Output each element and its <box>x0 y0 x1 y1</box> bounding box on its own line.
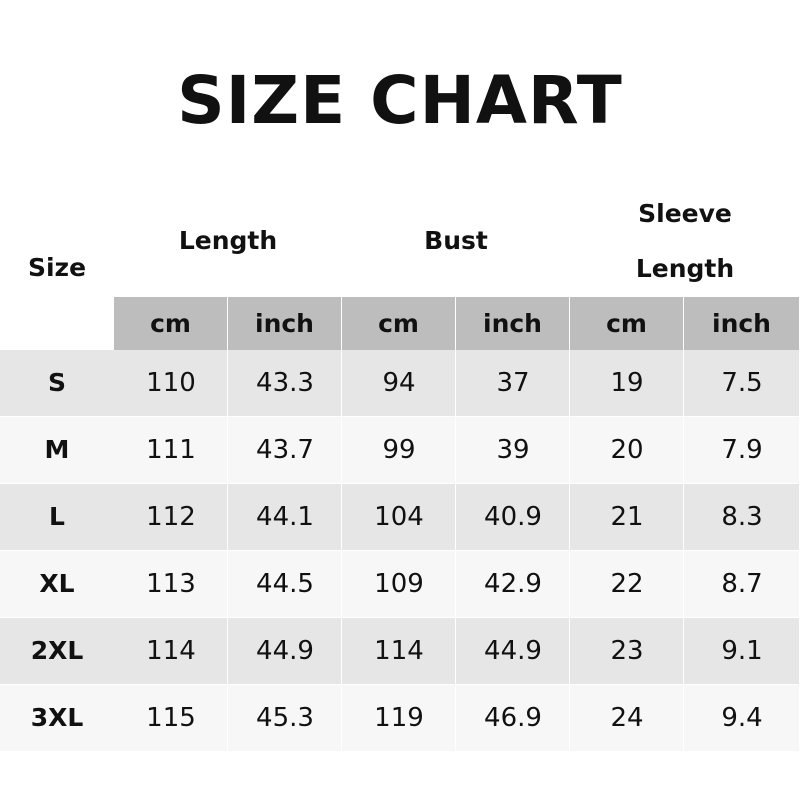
divider <box>341 551 342 617</box>
table-row: XL 113 44.5 109 42.9 22 8.7 <box>0 551 800 617</box>
divider <box>569 551 570 617</box>
table-cell: 43.3 <box>256 368 314 398</box>
table-row: 2XL 114 44.9 114 44.9 23 9.1 <box>0 618 800 684</box>
table-cell: 40.9 <box>484 502 542 532</box>
divider <box>683 618 684 684</box>
divider <box>455 350 456 416</box>
table-row: S 110 43.3 94 37 19 7.5 <box>0 350 800 416</box>
size-label: 3XL <box>30 703 84 732</box>
table-cell: 114 <box>374 636 424 666</box>
size-label: S <box>47 368 66 397</box>
divider <box>455 484 456 550</box>
size-label: L <box>49 502 65 531</box>
divider <box>455 417 456 483</box>
table-cell: 119 <box>374 703 424 733</box>
divider <box>683 484 684 550</box>
unit-header: cm <box>114 297 227 350</box>
divider <box>569 685 570 751</box>
divider <box>455 618 456 684</box>
table-cell: 44.5 <box>256 569 314 599</box>
divider <box>227 551 228 617</box>
divider <box>683 417 684 483</box>
size-label: 2XL <box>30 636 84 665</box>
divider <box>341 350 342 416</box>
size-label: M <box>44 435 70 464</box>
table-cell: 43.7 <box>256 435 314 465</box>
divider <box>341 685 342 751</box>
header-bust: Bust <box>424 226 488 255</box>
unit-header: inch <box>456 297 569 350</box>
table-cell: 8.7 <box>721 569 763 599</box>
divider <box>683 685 684 751</box>
table-cell: 44.9 <box>256 636 314 666</box>
divider <box>227 350 228 416</box>
divider <box>569 417 570 483</box>
divider <box>455 551 456 617</box>
divider <box>227 618 228 684</box>
size-label: XL <box>39 569 75 598</box>
divider <box>455 685 456 751</box>
divider <box>227 484 228 550</box>
header-sleeve-line1: Sleeve <box>638 199 732 228</box>
table-cell: 109 <box>374 569 424 599</box>
table-cell: 21 <box>610 502 644 532</box>
page-title: SIZE CHART <box>177 62 623 139</box>
table-cell: 111 <box>146 435 196 465</box>
header-length: Length <box>178 226 278 255</box>
divider <box>341 417 342 483</box>
table-cell: 7.5 <box>721 368 763 398</box>
table-cell: 94 <box>382 368 416 398</box>
table-cell: 23 <box>610 636 644 666</box>
table-cell: 8.3 <box>721 502 763 532</box>
unit-header: inch <box>684 297 799 350</box>
table-cell: 37 <box>496 368 530 398</box>
table-cell: 44.9 <box>484 636 542 666</box>
table-cell: 113 <box>146 569 196 599</box>
table-cell: 42.9 <box>484 569 542 599</box>
table-cell: 112 <box>146 502 196 532</box>
table-cell: 22 <box>610 569 644 599</box>
table-row: L 112 44.1 104 40.9 21 8.3 <box>0 484 800 550</box>
table-cell: 9.1 <box>721 636 763 666</box>
divider <box>227 417 228 483</box>
table-cell: 114 <box>146 636 196 666</box>
divider <box>227 685 228 751</box>
table-cell: 39 <box>496 435 530 465</box>
divider <box>683 350 684 416</box>
divider <box>569 350 570 416</box>
divider <box>341 484 342 550</box>
unit-header: cm <box>342 297 455 350</box>
table-cell: 104 <box>374 502 424 532</box>
table-cell: 24 <box>610 703 644 733</box>
table-cell: 115 <box>146 703 196 733</box>
header-sleeve-line2: Length <box>635 254 735 283</box>
divider <box>341 618 342 684</box>
unit-header: inch <box>228 297 341 350</box>
divider <box>683 551 684 617</box>
table-cell: 45.3 <box>256 703 314 733</box>
table-cell: 110 <box>146 368 196 398</box>
table-row: 3XL 115 45.3 119 46.9 24 9.4 <box>0 685 800 751</box>
unit-header: cm <box>570 297 683 350</box>
divider <box>569 618 570 684</box>
table-cell: 44.1 <box>256 502 314 532</box>
table-cell: 7.9 <box>721 435 763 465</box>
table-cell: 9.4 <box>721 703 763 733</box>
table-cell: 99 <box>382 435 416 465</box>
table-row: M 111 43.7 99 39 20 7.9 <box>0 417 800 483</box>
table-cell: 19 <box>610 368 644 398</box>
table-cell: 46.9 <box>484 703 542 733</box>
table-cell: 20 <box>610 435 644 465</box>
header-size: Size <box>27 253 87 282</box>
divider <box>569 484 570 550</box>
